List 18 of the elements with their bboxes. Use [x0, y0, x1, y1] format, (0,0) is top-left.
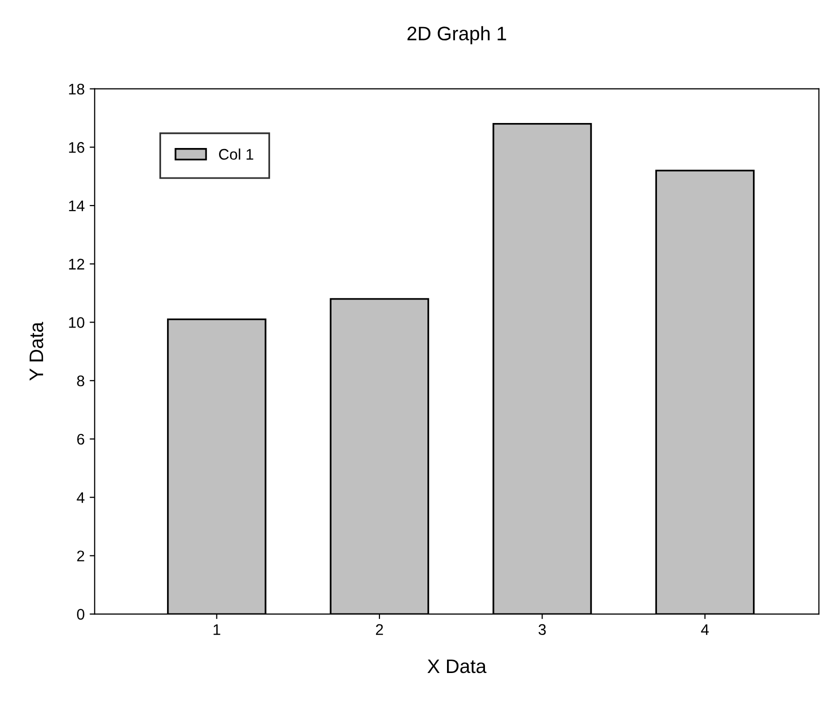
y-tick-label: 16 [69, 142, 84, 153]
legend-label: Col 1 [219, 148, 254, 160]
x-tick-label: 2 [376, 624, 383, 635]
x-tick-label: 3 [538, 624, 546, 635]
x-tick-label: 4 [701, 624, 709, 635]
x-axis-title: X Data [427, 660, 486, 674]
y-axis-title: Y Data [30, 322, 44, 381]
y-tick-label: 6 [77, 434, 84, 445]
x-tick-label: 1 [214, 624, 220, 635]
y-tick-label: 8 [77, 375, 84, 386]
chart-title: 2D Graph 1 [407, 26, 506, 44]
y-tick-label: 4 [76, 492, 84, 503]
y-tick-label: 18 [69, 84, 84, 95]
y-tick-label: 2 [77, 550, 84, 562]
y-tick-label: 14 [69, 200, 84, 212]
y-tick-label: 12 [69, 258, 84, 270]
y-tick-label: 0 [77, 608, 84, 620]
y-tick-label: 10 [69, 317, 84, 328]
